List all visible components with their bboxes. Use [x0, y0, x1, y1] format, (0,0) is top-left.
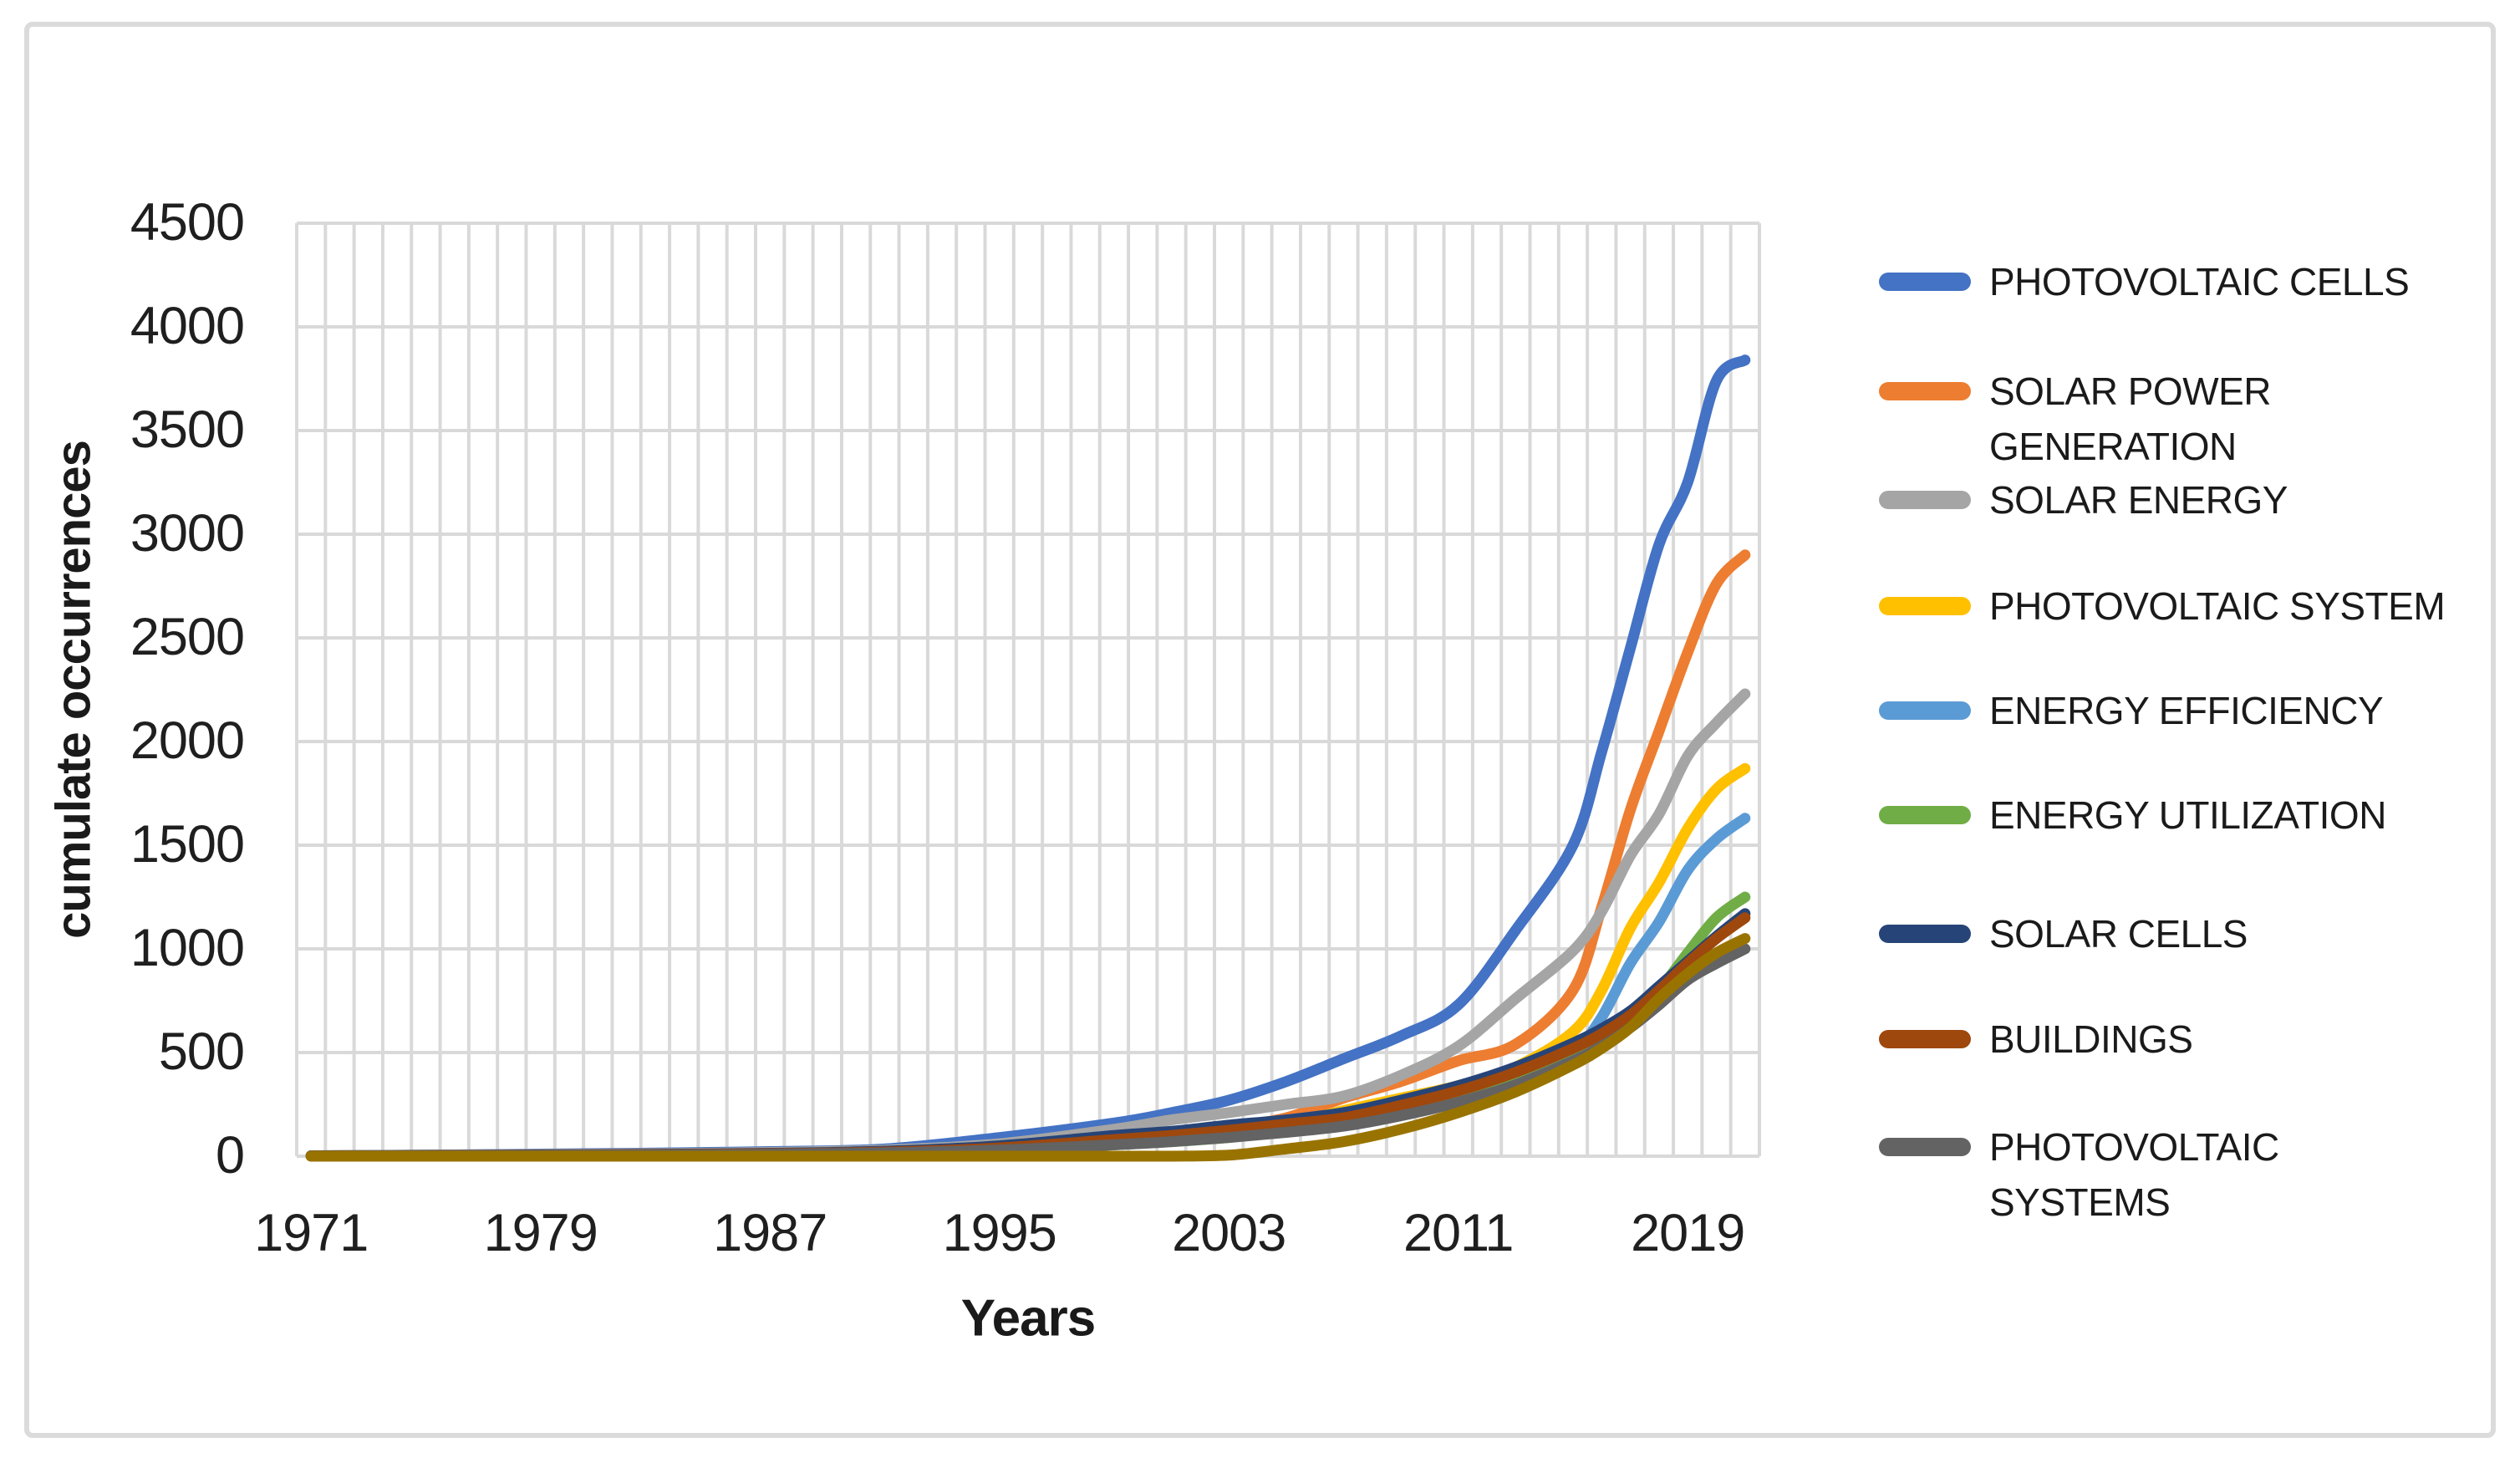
legend-label: SOLAR CELLS	[1989, 912, 2248, 956]
legend-swatch	[1879, 806, 1971, 824]
legend-item-buildings: BUILDINGS	[1879, 1012, 2193, 1067]
legend-label: ENERGY UTILIZATION	[1989, 793, 2386, 837]
legend-swatch	[1879, 1138, 1971, 1156]
series-lines	[305, 354, 1751, 1162]
y-tick-label: 2500	[130, 608, 245, 666]
legend-item-solar-cells: SOLAR CELLS	[1879, 906, 2248, 961]
x-tick-label: 2019	[1631, 1204, 1745, 1262]
legend-item-energy-efficiency: ENERGY EFFICIENCY	[1879, 683, 2384, 738]
legend-item-solar-power: SOLAR POWER GENERATION	[1879, 364, 2272, 474]
legend-swatch	[1879, 597, 1971, 615]
legend-label: PHOTOVOLTAIC SYSTEMS	[1989, 1125, 2279, 1224]
x-tick-label: 1979	[483, 1204, 598, 1262]
legend-label: BUILDINGS	[1989, 1017, 2193, 1061]
legend-swatch	[1879, 925, 1971, 943]
y-tick-label: 1500	[130, 815, 245, 874]
legend-item-photovoltaic-system: PHOTOVOLTAIC SYSTEM	[1879, 579, 2446, 634]
legend-swatch	[1879, 273, 1971, 291]
y-tick-label: 1000	[130, 919, 245, 977]
x-tick-label: 1995	[942, 1204, 1057, 1262]
legend-swatch	[1879, 701, 1971, 720]
x-tick-label: 1971	[254, 1204, 369, 1262]
y-tick-label: 4000	[130, 297, 245, 355]
legend-item-energy-utilization: ENERGY UTILIZATION	[1879, 788, 2386, 843]
legend-label: PHOTOVOLTAIC CELLS	[1989, 260, 2410, 303]
y-tick-label: 500	[158, 1022, 245, 1081]
x-tick-label: 1987	[713, 1204, 827, 1262]
gridlines	[295, 222, 1761, 1158]
legend-label: PHOTOVOLTAIC SYSTEM	[1989, 584, 2446, 628]
y-tick-label: 0	[215, 1126, 245, 1185]
series-line-unlabeled	[305, 933, 1751, 1162]
x-tick-label: 2003	[1172, 1204, 1286, 1262]
legend-swatch	[1879, 491, 1971, 509]
legend-label: SOLAR ENERGY	[1989, 478, 2288, 522]
y-tick-label: 3000	[130, 504, 245, 563]
legend-item-photovoltaic-cells: PHOTOVOLTAIC CELLS	[1879, 254, 2410, 309]
x-axis-title: Years	[960, 1289, 1097, 1348]
legend-item-photovoltaic: PHOTOVOLTAIC SYSTEMS	[1879, 1119, 2279, 1230]
x-tick-label: 2011	[1403, 1204, 1514, 1262]
legend-swatch	[1879, 1030, 1971, 1048]
y-tick-label: 3500	[130, 400, 245, 459]
legend-swatch	[1879, 382, 1971, 400]
y-tick-label: 2000	[130, 711, 245, 770]
legend-item-solar-energy: SOLAR ENERGY	[1879, 472, 2288, 528]
legend-label: ENERGY EFFICIENCY	[1989, 689, 2384, 732]
y-tick-label: 4500	[130, 193, 245, 252]
legend-label: SOLAR POWER GENERATION	[1989, 370, 2272, 468]
